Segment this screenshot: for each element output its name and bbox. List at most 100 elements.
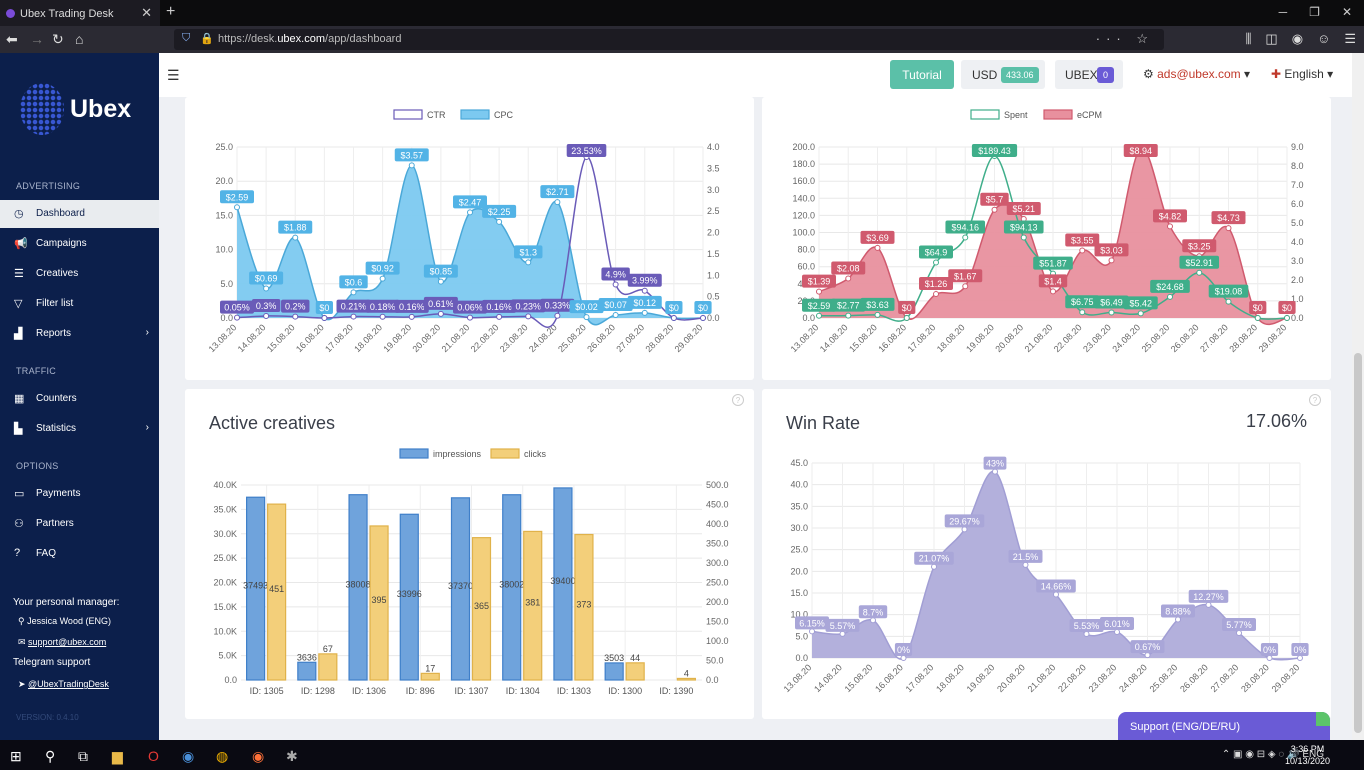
maximize-icon[interactable]: ❐ [1309,5,1320,19]
lock-icon[interactable]: 🔒 [200,33,214,45]
tutorial-button[interactable]: Tutorial [890,60,954,89]
new-tab-icon[interactable]: + [166,3,176,20]
question-icon: ? [14,547,21,559]
ctr-cpc-CTR-point [467,314,473,321]
user-menu[interactable]: ⚙ ads@ubex.com ▾ [1143,67,1250,81]
file-explorer-icon[interactable]: ▆ [112,748,123,764]
opera-icon[interactable]: O [148,748,159,764]
ubex-logo[interactable]: Ubex [20,83,140,139]
telegram-link[interactable]: @UbexTradingDesk [28,679,109,689]
app-icon[interactable]: ✱ [286,748,298,764]
forward-icon[interactable]: → [30,31,44,47]
sidebar-item-faq[interactable]: ? FAQ [0,540,159,568]
spent-ecpm-Spent-data-label: $24.68 [1156,282,1184,292]
ctr-cpc-CPC-data-label-box [394,148,429,162]
ubex-balance-button[interactable]: UBEX 0 [1055,60,1123,89]
ctr-cpc-CPC-data-label-box [665,301,683,314]
reload-icon[interactable]: ↻ [52,31,64,47]
ctr-cpc-CPC-data-label: $2.47 [459,197,482,207]
os-taskbar: ⊞ ⚲ ⧉ ▆ O ◉ ◍ ◉ ✱ ⌃ ▣ ◉ ⊟ ◈ ◌ 🔊 ENG 3:36… [0,740,1364,770]
spent-ecpm-Spent-point [1167,293,1173,300]
support-chat-button[interactable]: Support (ENG/DE/RU) [1118,712,1330,740]
dashboard-icon: ◷ [14,208,24,220]
minimize-icon[interactable]: ─ [1278,5,1288,19]
sidebar-item-dashboard[interactable]: ◷ Dashboard [0,200,159,228]
reports-icon: ▟ [14,328,23,340]
close-tab-icon[interactable]: ✕ [141,5,152,20]
spent-ecpm-xtick: 27.08.20 [1198,322,1230,354]
sidebar-item-payments[interactable]: ▭ Payments [0,480,159,508]
spent-ecpm-Spent-point [845,312,852,319]
home-icon[interactable]: ⌂ [75,31,84,47]
telegram-app-icon[interactable]: ◉ [182,748,195,764]
ctr-cpc-CTR-data-label-box [511,299,546,313]
spent-ecpm-eCPM-data-label: $8.94 [1129,146,1152,156]
spent-ecpm-Spent-data-label-box [802,298,836,312]
active-creatives-ytick-left: 30.0K [213,529,237,539]
spent-ecpm-Spent-data-label: $94.16 [951,222,979,232]
system-clock[interactable]: 3:36 PM 10/13/2020 [1285,743,1330,767]
sidebar-toggle-icon[interactable]: ◫ [1265,31,1278,46]
sidebar-item-statistics[interactable]: ▙ Statistics › [0,415,159,443]
input-language[interactable]: ENG [1302,749,1324,760]
help-icon[interactable]: ? [1309,394,1321,406]
manager-email-link[interactable]: support@ubex.com [28,637,107,647]
sidebar-item-label: Partners [36,518,74,529]
close-window-icon[interactable]: ✕ [1341,5,1352,19]
ctr-cpc-CTR-data-label: 3.99% [632,276,658,286]
win-rate-point [1236,629,1242,636]
active-creatives-impressions-bar [246,496,266,681]
active-creatives-clicks-data-label: 365 [474,601,489,611]
win-rate-data-label-box [858,605,888,619]
ctr-cpc-ytick-right: 4.0 [707,142,720,152]
active-creatives-clicks-bar [574,533,594,681]
sidebar-item-campaigns[interactable]: 📢 Campaigns [0,230,159,258]
language-menu[interactable]: ✚ English ▾ [1271,67,1333,81]
back-icon[interactable]: ⬅ [6,31,18,47]
sidebar-item-creatives[interactable]: ☰ Creatives [0,260,159,288]
win-rate-ytick-left: 40.0 [790,480,808,490]
hamburger-icon[interactable]: ☰ [167,67,180,83]
win-rate-data-label: 5.77% [1226,620,1252,630]
page-scrollbar[interactable] [1352,53,1364,740]
active-creatives-clicks-data-label: 17 [425,663,435,673]
extension-icon[interactable]: ◉ [1291,31,1304,46]
tray-icons[interactable]: ⌃ ▣ ◉ ⊟ ◈ ◌ 🔊 [1221,749,1303,760]
ctr-cpc-xtick: 25.08.20 [556,322,588,354]
sidebar-item-counters[interactable]: ▦ Counters [0,385,159,413]
library-icon[interactable]: ⫼ [1245,31,1252,46]
shield-icon[interactable]: ⛉ [182,32,191,44]
account-icon[interactable]: ☺ [1317,31,1331,46]
ubex-favicon-icon [6,9,15,18]
legend-label: CPC [494,110,514,120]
menu-icon[interactable]: ☰ [1344,31,1356,46]
windows-start-icon[interactable]: ⊞ [10,748,22,764]
ctr-cpc-ytick-right: 3.0 [707,185,720,195]
section-advertising: ADVERTISING [16,181,81,191]
ctr-cpc-ytick-left: 10.0 [215,245,233,255]
task-view-icon[interactable]: ⧉ [78,748,88,764]
spent-ecpm-Spent-point [1137,310,1144,317]
sidebar-item-partners[interactable]: ⚇ Partners [0,510,159,538]
sidebar-item-reports[interactable]: ▟ Reports › [0,320,159,348]
help-icon[interactable]: ? [732,394,744,406]
ctr-cpc-CPC-data-label: $0.12 [633,298,656,308]
scroll-thumb[interactable] [1354,353,1362,733]
legend-swatch [399,448,429,459]
browser-tab[interactable]: Ubex Trading Desk ✕ [0,0,160,26]
usd-balance-button[interactable]: USD 433.06 [961,60,1045,89]
ctr-cpc-CPC-data-label-box [315,301,333,314]
ctr-cpc-CTR-point [292,313,299,320]
spent-ecpm-xtick: 17.08.20 [906,322,938,354]
url-bar[interactable]: ⛉ 🔒 https://desk.ubex.com/app/dashboard … [174,29,1164,50]
chrome-icon[interactable]: ◍ [216,748,229,764]
win-rate-data-label: 12.27% [1193,592,1224,602]
spent-ecpm-xtick: 21.08.20 [1023,322,1055,354]
spent-ecpm-ytick-right: 2.0 [1291,275,1304,285]
sidebar-item-filter-list[interactable]: ▽ Filter list [0,290,159,318]
search-icon[interactable]: ⚲ [45,748,56,764]
spent-ecpm-eCPM-data-label-box [1278,301,1296,314]
firefox-icon[interactable]: ◉ [252,748,265,764]
page-actions-icon[interactable]: ··· ☆ [1095,31,1154,46]
win-rate-xtick: 29.08.20 [1270,662,1302,694]
